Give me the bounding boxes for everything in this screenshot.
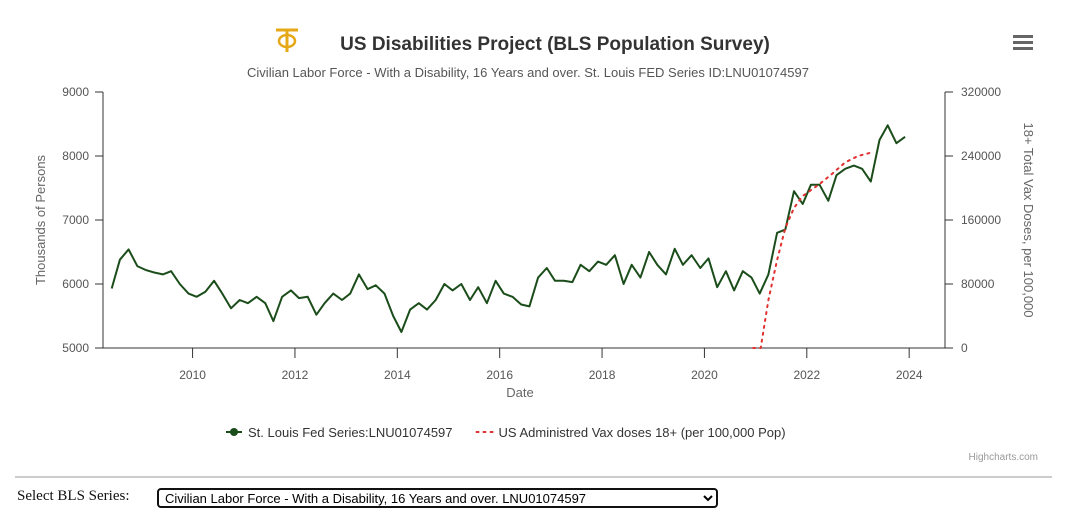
select-label: Select BLS Series:: [17, 488, 130, 504]
x-tick-label: 2018: [589, 368, 616, 382]
y-axis-label: Thousands of Persons: [33, 154, 48, 285]
legend-item: St. Louis Fed Series:LNU01074597: [226, 425, 453, 440]
y2-tick-label: 160000: [961, 213, 1001, 227]
y2-tick-label: 320000: [961, 85, 1001, 99]
x-tick-label: 2012: [282, 368, 309, 382]
credits: Highcharts.com: [969, 452, 1038, 463]
legend-label: St. Louis Fed Series:LNU01074597: [248, 425, 453, 440]
y-tick-label: 8000: [62, 149, 89, 163]
legend-item: US Administred Vax doses 18+ (per 100,00…: [475, 425, 786, 440]
x-tick-label: 2022: [793, 368, 820, 382]
chart-subtitle: Civilian Labor Force - With a Disability…: [247, 65, 809, 80]
x-axis-label: Date: [506, 385, 533, 400]
legend-marker: [230, 428, 238, 436]
x-tick-label: 2024: [896, 368, 923, 382]
menu-button[interactable]: [1013, 35, 1033, 50]
y-tick-label: 7000: [62, 213, 89, 227]
y2-tick-label: 0: [961, 341, 968, 355]
y-tick-label: 9000: [62, 85, 89, 99]
chart: US Disabilities Project (BLS Population …: [15, 28, 1052, 478]
chart-title: US Disabilities Project (BLS Population …: [340, 34, 770, 55]
series-select[interactable]: Civilian Labor Force - With a Disability…: [157, 488, 718, 508]
y2-axis-label: 18+ Total Vax Doses, per 100,000: [1021, 122, 1036, 317]
y-tick-label: 6000: [62, 277, 89, 291]
series-line: [752, 151, 875, 349]
y-tick-label: 5000: [62, 341, 89, 355]
y2-tick-label: 240000: [961, 149, 1001, 163]
y2-tick-label: 80000: [961, 277, 995, 291]
legend-label: US Administred Vax doses 18+ (per 100,00…: [499, 425, 786, 440]
x-tick-label: 2016: [486, 368, 513, 382]
x-tick-label: 2014: [384, 368, 411, 382]
x-tick-label: 2010: [179, 368, 206, 382]
logo: [276, 28, 298, 52]
x-tick-label: 2020: [691, 368, 718, 382]
series-line: [110, 124, 906, 333]
